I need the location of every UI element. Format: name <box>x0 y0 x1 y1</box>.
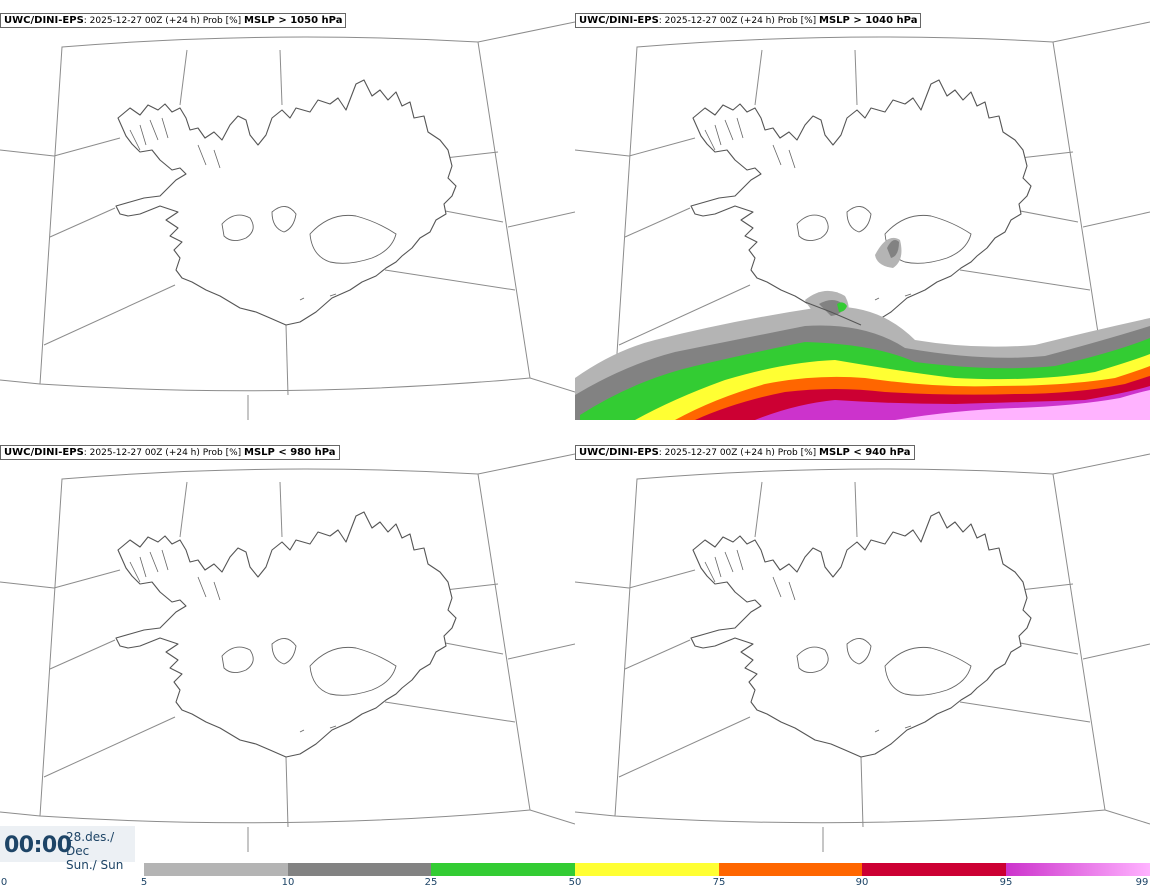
iceland-map-icon <box>575 21 1150 420</box>
model-name: UWC/DINI-EPS <box>579 447 659 458</box>
model-name: UWC/DINI-EPS <box>4 447 84 458</box>
legend-tick: 10 <box>281 877 295 888</box>
valid-time-date: 28.des./ Dec Sun./ Sun <box>66 830 135 872</box>
threshold-label: MSLP > 1050 hPa <box>244 15 343 26</box>
legend-tick: 75 <box>712 877 726 888</box>
legend-tick: 25 <box>424 877 438 888</box>
legend-swatch-90-95 <box>862 863 1006 876</box>
legend-swatch-10-25 <box>288 863 431 876</box>
probability-field <box>575 237 1150 420</box>
threshold-label: MSLP < 940 hPa <box>819 447 911 458</box>
prob-patch-coast <box>837 302 847 312</box>
prob-band-99 <box>895 390 1150 420</box>
legend-tick: 95 <box>999 877 1013 888</box>
iceland-map-icon <box>0 21 575 420</box>
legend-tick: 0 <box>0 877 8 888</box>
legend-swatch-75-90 <box>719 863 862 876</box>
panel-title: UWC/DINI-EPS: 2025-12-27 00Z (+24 h) Pro… <box>0 13 347 28</box>
threshold-label: MSLP < 980 hPa <box>244 447 336 458</box>
panel-title: UWC/DINI-EPS: 2025-12-27 00Z (+24 h) Pro… <box>0 445 340 460</box>
color-legend: 0 5 10 25 50 75 90 95 99 <box>0 862 1150 891</box>
model-name: UWC/DINI-EPS <box>4 15 84 26</box>
run-info: : 2025-12-27 00Z (+24 h) Prob [%] <box>658 448 820 458</box>
run-info: : 2025-12-27 00Z (+24 h) Prob [%] <box>83 448 245 458</box>
panel-title: UWC/DINI-EPS: 2025-12-27 00Z (+24 h) Pro… <box>575 445 915 460</box>
iceland-map-icon <box>575 453 1150 852</box>
map-panel-1050: UWC/DINI-EPS: 2025-12-27 00Z (+24 h) Pro… <box>0 0 575 420</box>
legend-swatch-25-50 <box>431 863 575 876</box>
legend-swatch-95-99 <box>1006 863 1150 876</box>
run-info: : 2025-12-27 00Z (+24 h) Prob [%] <box>658 16 820 26</box>
map-panel-940: UWC/DINI-EPS: 2025-12-27 00Z (+24 h) Pro… <box>575 432 1150 852</box>
legend-tick: 50 <box>568 877 582 888</box>
valid-date-line: 28.des./ Dec <box>66 830 115 858</box>
threshold-label: MSLP > 1040 hPa <box>819 15 918 26</box>
panel-title: UWC/DINI-EPS: 2025-12-27 00Z (+24 h) Pro… <box>575 13 922 28</box>
model-name: UWC/DINI-EPS <box>579 15 659 26</box>
legend-tick: 90 <box>855 877 869 888</box>
valid-time-box: 00:00 28.des./ Dec Sun./ Sun <box>0 826 135 872</box>
legend-swatch-50-75 <box>575 863 719 876</box>
map-panel-1040: UWC/DINI-EPS: 2025-12-27 00Z (+24 h) Pro… <box>575 0 1150 420</box>
legend-tick: 99 <box>1135 877 1149 888</box>
valid-time-clock: 00:00 <box>4 833 72 858</box>
valid-day-line: Sun./ Sun <box>66 858 124 872</box>
legend-swatch-5-10 <box>144 863 288 876</box>
map-panel-980: UWC/DINI-EPS: 2025-12-27 00Z (+24 h) Pro… <box>0 432 575 852</box>
prob-patch-interior <box>887 240 899 258</box>
run-info: : 2025-12-27 00Z (+24 h) Prob [%] <box>83 16 245 26</box>
legend-tick: 5 <box>140 877 148 888</box>
iceland-map-icon <box>0 453 575 852</box>
